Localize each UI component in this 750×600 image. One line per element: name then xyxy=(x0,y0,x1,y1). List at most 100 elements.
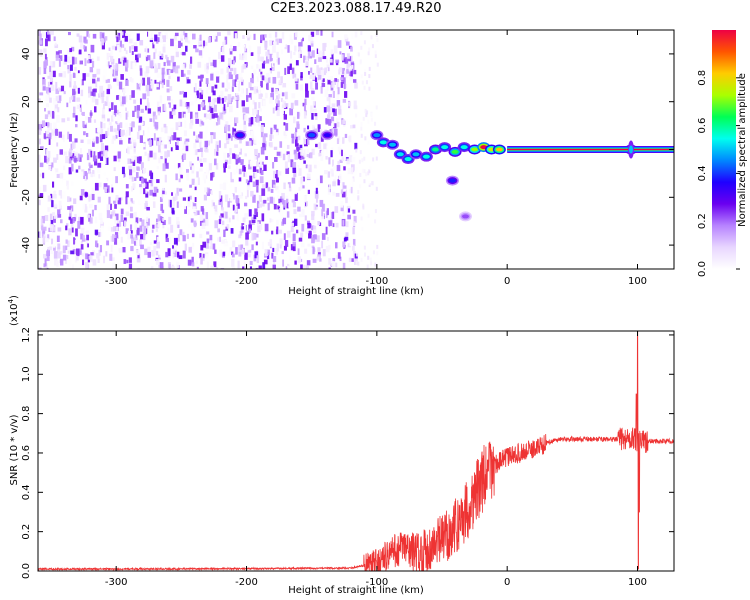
noise-cell xyxy=(38,199,41,206)
noise-cell xyxy=(131,156,135,162)
noise-cell xyxy=(206,140,210,146)
noise-cell xyxy=(324,170,328,175)
noise-cell xyxy=(42,172,45,179)
noise-cell xyxy=(38,153,43,161)
noise-cell xyxy=(168,70,171,75)
noise-cell xyxy=(100,156,104,161)
noise-cell xyxy=(259,160,263,168)
noise-cell xyxy=(302,176,305,182)
noise-cell xyxy=(67,240,70,247)
noise-cell xyxy=(74,158,77,163)
noise-cell xyxy=(172,253,175,259)
noise-cell xyxy=(254,251,259,259)
noise-cell xyxy=(66,180,69,187)
noise-cell xyxy=(144,72,149,77)
noise-cell xyxy=(263,259,268,265)
noise-cell xyxy=(291,67,295,75)
noise-cell xyxy=(341,58,346,63)
noise-cell xyxy=(98,232,101,238)
noise-cell xyxy=(223,163,226,168)
spectrogram-carrier-line xyxy=(507,140,674,159)
noise-cell xyxy=(154,67,159,73)
noise-cell xyxy=(226,73,230,80)
noise-cell xyxy=(211,100,214,108)
noise-cell xyxy=(134,241,138,246)
noise-cell xyxy=(41,106,45,113)
noise-cell xyxy=(113,167,116,172)
noise-cell xyxy=(39,230,43,238)
noise-cell xyxy=(203,40,206,49)
noise-cell xyxy=(272,197,275,205)
noise-cell xyxy=(48,87,52,93)
noise-cell xyxy=(185,141,189,146)
noise-cell xyxy=(260,131,264,138)
noise-cell xyxy=(39,173,42,177)
noise-cell xyxy=(210,255,214,260)
noise-cell xyxy=(209,112,212,121)
noise-cell xyxy=(279,244,282,249)
noise-cell xyxy=(227,57,231,66)
noise-cell xyxy=(38,138,41,145)
noise-cell xyxy=(61,130,64,136)
noise-cell xyxy=(294,153,299,160)
noise-cell xyxy=(322,78,325,82)
noise-cell xyxy=(229,44,233,52)
noise-cell xyxy=(246,184,251,190)
noise-cell xyxy=(77,231,81,237)
noise-cell xyxy=(201,208,205,216)
noise-cell xyxy=(312,124,315,130)
noise-cell xyxy=(271,40,274,45)
noise-cell xyxy=(310,40,314,47)
noise-cell xyxy=(104,145,109,152)
sparse-noise-cell xyxy=(367,255,370,260)
noise-cell xyxy=(350,46,353,52)
noise-cell xyxy=(114,232,119,238)
noise-cell xyxy=(256,64,259,69)
noise-cell xyxy=(328,267,331,269)
noise-cell xyxy=(309,74,313,80)
noise-cell xyxy=(241,100,245,107)
sparse-noise-cell xyxy=(360,216,363,221)
noise-cell xyxy=(247,249,252,253)
noise-cell xyxy=(245,195,248,200)
noise-cell xyxy=(196,171,199,178)
noise-cell xyxy=(156,101,160,108)
noise-cell xyxy=(283,206,286,210)
noise-cell xyxy=(107,226,111,232)
noise-cell xyxy=(284,263,288,269)
noise-cell xyxy=(62,254,67,261)
noise-cell xyxy=(103,103,105,110)
noise-cell xyxy=(139,187,143,194)
noise-cell xyxy=(208,56,211,64)
noise-cell xyxy=(334,78,338,82)
noise-cell xyxy=(138,116,143,123)
noise-cell xyxy=(206,190,211,197)
noise-cell xyxy=(182,205,187,210)
noise-cell xyxy=(156,241,160,249)
noise-cell xyxy=(292,201,296,208)
noise-cell xyxy=(166,88,170,93)
noise-cell xyxy=(233,169,236,175)
noise-cell xyxy=(231,267,236,269)
noise-cell xyxy=(200,74,203,82)
noise-cell xyxy=(96,68,101,75)
noise-cell xyxy=(54,168,59,173)
noise-cell xyxy=(250,77,254,84)
noise-cell xyxy=(266,82,269,91)
noise-cell xyxy=(43,133,47,139)
noise-cell xyxy=(189,64,192,69)
noise-cell xyxy=(319,199,324,207)
noise-cell xyxy=(245,179,249,184)
noise-cell xyxy=(209,234,213,241)
noise-cell xyxy=(251,73,254,79)
noise-cell xyxy=(127,146,130,155)
noise-cell xyxy=(84,192,89,197)
noise-cell xyxy=(352,124,356,129)
noise-cell xyxy=(48,246,53,251)
noise-cell xyxy=(157,106,161,113)
noise-cell xyxy=(150,172,154,180)
noise-cell xyxy=(333,123,337,129)
noise-cell xyxy=(310,67,313,74)
noise-cell xyxy=(44,258,47,267)
noise-cell xyxy=(172,145,175,152)
